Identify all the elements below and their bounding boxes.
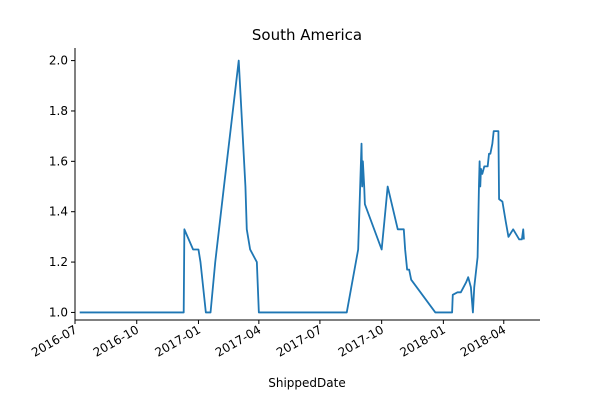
x-tick-label: 2017-01 — [153, 322, 203, 359]
y-tick-label: 1.6 — [49, 154, 68, 168]
y-tick-label: 1.8 — [49, 104, 68, 118]
series-line — [79, 59, 525, 314]
y-tick-label: 1.4 — [49, 205, 68, 219]
x-axis-ticks: 2016-07 2016-10 2017-01 2017-04 2017-07 2017-… — [29, 320, 508, 360]
x-tick-label: 2017-10 — [336, 322, 386, 359]
x-tick-label: 2016-10 — [91, 322, 141, 359]
x-axis-label: ShippedDate — [268, 376, 345, 390]
chart-title: South America — [252, 26, 362, 44]
x-tick-label: 2017-07 — [274, 322, 324, 359]
x-tick-label: 2018-04 — [458, 322, 508, 359]
x-tick-label: 2016-07 — [29, 322, 79, 359]
x-tick-label: 2017-04 — [213, 322, 263, 359]
y-tick-label: 1.2 — [49, 255, 68, 269]
y-tick-label: 2.0 — [49, 54, 68, 68]
plot-area — [79, 59, 525, 314]
x-tick-label: 2018-01 — [397, 322, 447, 359]
y-tick-label: 1.0 — [49, 305, 68, 319]
y-axis-ticks: 1.0 1.2 1.4 1.6 1.8 2.0 — [49, 54, 75, 319]
